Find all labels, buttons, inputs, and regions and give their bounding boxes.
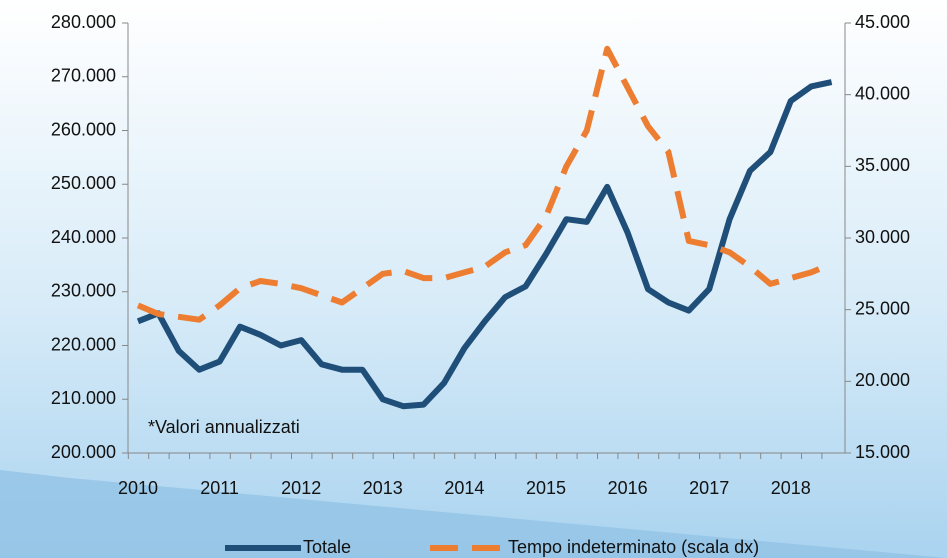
y2-tick-label: 30.000 xyxy=(855,227,910,247)
y-tick-label: 220.000 xyxy=(51,334,116,354)
x-tick-label: 2014 xyxy=(444,478,484,498)
y-tick-label: 280.000 xyxy=(51,12,116,32)
y2-tick-label: 25.000 xyxy=(855,298,910,318)
legend-label: Tempo indeterminato (scala dx) xyxy=(508,537,759,557)
series-line xyxy=(136,45,833,323)
x-tick-label: 2010 xyxy=(118,478,158,498)
x-tick-label: 2018 xyxy=(771,478,811,498)
y-tick-label: 200.000 xyxy=(51,442,116,462)
y-tick-label: 210.000 xyxy=(51,388,116,408)
series-line xyxy=(136,79,833,410)
y-tick-label: 260.000 xyxy=(51,119,116,139)
y-tick-label: 250.000 xyxy=(51,173,116,193)
y2-tick-label: 35.000 xyxy=(855,155,910,175)
x-tick-label: 2017 xyxy=(689,478,729,498)
background-shape xyxy=(0,470,947,558)
x-tick-label: 2011 xyxy=(200,478,239,498)
y-tick-label: 240.000 xyxy=(51,227,116,247)
legend-label: Totale xyxy=(303,537,351,557)
y2-tick-label: 20.000 xyxy=(855,370,910,390)
x-tick-label: 2016 xyxy=(608,478,648,498)
y2-tick-label: 15.000 xyxy=(855,442,910,462)
annotation: *Valori annualizzati xyxy=(148,417,300,437)
x-tick-label: 2013 xyxy=(363,478,403,498)
y2-tick-label: 40.000 xyxy=(855,83,910,103)
y2-tick-label: 45.000 xyxy=(855,12,910,32)
x-tick-label: 2012 xyxy=(281,478,321,498)
y-tick-label: 270.000 xyxy=(51,66,116,86)
y-tick-label: 230.000 xyxy=(51,281,116,301)
x-tick-label: 2015 xyxy=(526,478,566,498)
